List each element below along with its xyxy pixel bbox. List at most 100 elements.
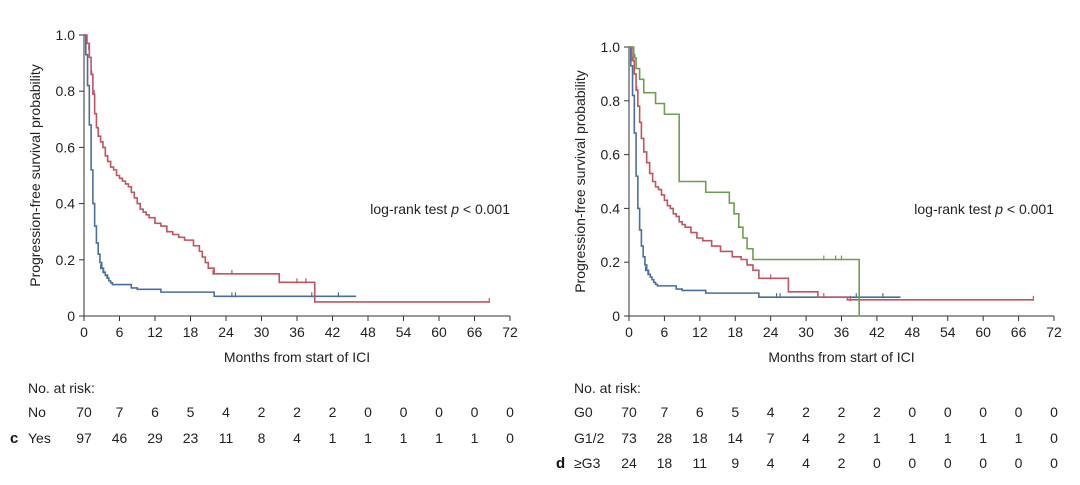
x-tick-label: 6	[661, 324, 669, 340]
risk-row-label: ≥G3	[574, 455, 601, 471]
risk-count: 4	[767, 455, 775, 471]
x-tick-label: 42	[325, 324, 341, 340]
risk-count: 1	[944, 430, 952, 446]
risk-count: 0	[1050, 404, 1058, 420]
risk-row-label: G0	[574, 404, 593, 420]
risk-count: 4	[802, 430, 810, 446]
risk-row-label: No	[28, 404, 46, 420]
risk-count: 0	[908, 404, 916, 420]
risk-count: 8	[258, 430, 266, 446]
y-tick-label: 0.8	[56, 83, 76, 99]
risk-count: 0	[873, 455, 881, 471]
risk-count: 14	[727, 430, 743, 446]
risk-count: 9	[731, 455, 739, 471]
risk-count: 1	[471, 430, 479, 446]
risk-count: 2	[873, 404, 881, 420]
x-tick-label: 72	[1046, 324, 1062, 340]
risk-count: 4	[293, 430, 301, 446]
risk-count: 24	[621, 455, 637, 471]
risk-count: 29	[147, 430, 163, 446]
series-G1/2	[629, 46, 1034, 301]
x-tick-label: 66	[1011, 324, 1027, 340]
chart-panel-c: 0 6 12 18 24 30 36 42 48 54 60 66 7200.20.40.60.81.0…	[10, 27, 518, 447]
x-tick-label: 30	[798, 324, 814, 340]
logrank-suffix: < 0.001	[459, 201, 510, 217]
x-tick-label: 18	[727, 324, 743, 340]
x-tick-label: 24	[218, 324, 234, 340]
y-tick-label: 0.2	[56, 252, 76, 268]
risk-count: 7	[116, 404, 124, 420]
risk-row-label: G1/2	[574, 430, 605, 446]
risk-count: 28	[657, 430, 673, 446]
risk-count: 0	[1015, 404, 1023, 420]
risk-count: 1	[364, 430, 372, 446]
x-tick-label: 12	[147, 324, 163, 340]
y-tick-label: 1.0	[56, 27, 76, 43]
y-tick-label: 0	[67, 308, 75, 324]
risk-table-title: No. at risk:	[574, 380, 641, 396]
risk-count: 0	[944, 404, 952, 420]
risk-table-title: No. at risk:	[28, 380, 95, 396]
x-tick-label: 12	[692, 324, 708, 340]
risk-count: 0	[471, 404, 479, 420]
risk-count: 2	[838, 455, 846, 471]
y-tick-label: 0.4	[56, 196, 76, 212]
x-axis-label: Months from start of ICI	[768, 349, 914, 365]
panel-letter: d	[556, 455, 565, 472]
survival-curve	[84, 34, 490, 303]
y-tick-label: 0.2	[601, 254, 621, 270]
risk-count: 4	[802, 455, 810, 471]
risk-count: 2	[838, 404, 846, 420]
x-tick-label: 48	[905, 324, 921, 340]
risk-count: 6	[696, 404, 704, 420]
series-Yes	[84, 34, 490, 303]
y-tick-label: 0	[612, 308, 620, 324]
risk-count: 70	[76, 404, 92, 420]
risk-count: 2	[802, 404, 810, 420]
x-tick-label: 60	[975, 324, 991, 340]
risk-count: 4	[767, 404, 775, 420]
y-tick-label: 0.6	[601, 147, 621, 163]
risk-count: 4	[222, 404, 230, 420]
survival-curve	[84, 34, 357, 298]
x-tick-label: 42	[869, 324, 885, 340]
risk-count: 0	[506, 430, 514, 446]
x-tick-label: 66	[467, 324, 483, 340]
risk-count: 0	[1050, 455, 1058, 471]
y-tick-label: 0.8	[601, 93, 621, 109]
risk-count: 1	[435, 430, 443, 446]
survival-curve	[629, 46, 901, 298]
series-≥G3	[629, 46, 861, 317]
x-tick-label: 18	[183, 324, 199, 340]
risk-count: 0	[979, 404, 987, 420]
risk-count: 0	[979, 455, 987, 471]
y-axis-label: Progression-free survival probability	[27, 64, 43, 287]
chart-panel-d: 0 6 12 18 24 30 36 42 48 54 60 66 7200.20.40.60.81.0…	[556, 39, 1062, 472]
x-tick-label: 30	[254, 324, 270, 340]
risk-count: 6	[151, 404, 159, 420]
risk-count: 0	[944, 455, 952, 471]
x-tick-label: 60	[431, 324, 447, 340]
x-tick-label: 54	[396, 324, 412, 340]
risk-row-No: No 70 7 6 5 4 2 2 2 0 0 0 0 0	[28, 404, 514, 420]
risk-count: 46	[112, 430, 128, 446]
risk-count: 0	[364, 404, 372, 420]
risk-count: 0	[1050, 430, 1058, 446]
series-No	[84, 34, 357, 298]
risk-count: 2	[838, 430, 846, 446]
x-tick-label: 0	[625, 324, 633, 340]
risk-row-G1/2: G1/2 73 28 18 14 7 4 2 1 1 1 1 1 0	[574, 430, 1058, 446]
risk-count: 1	[329, 430, 337, 446]
risk-count: 11	[693, 455, 708, 471]
risk-row-Yes: c Yes 97 46 29 23 11 8 4 1 1 1 1 1 0	[10, 430, 514, 447]
logrank-p: p	[450, 201, 459, 217]
survival-curve	[629, 46, 1034, 301]
x-tick-label: 36	[289, 324, 305, 340]
x-axis-label: Months from start of ICI	[224, 349, 370, 365]
risk-count: 2	[293, 404, 301, 420]
risk-count: 0	[908, 455, 916, 471]
x-tick-label: 36	[834, 324, 850, 340]
risk-row-G0: G0 70 7 6 5 4 2 2 2 0 0 0 0 0	[574, 404, 1058, 420]
risk-count: 1	[908, 430, 916, 446]
